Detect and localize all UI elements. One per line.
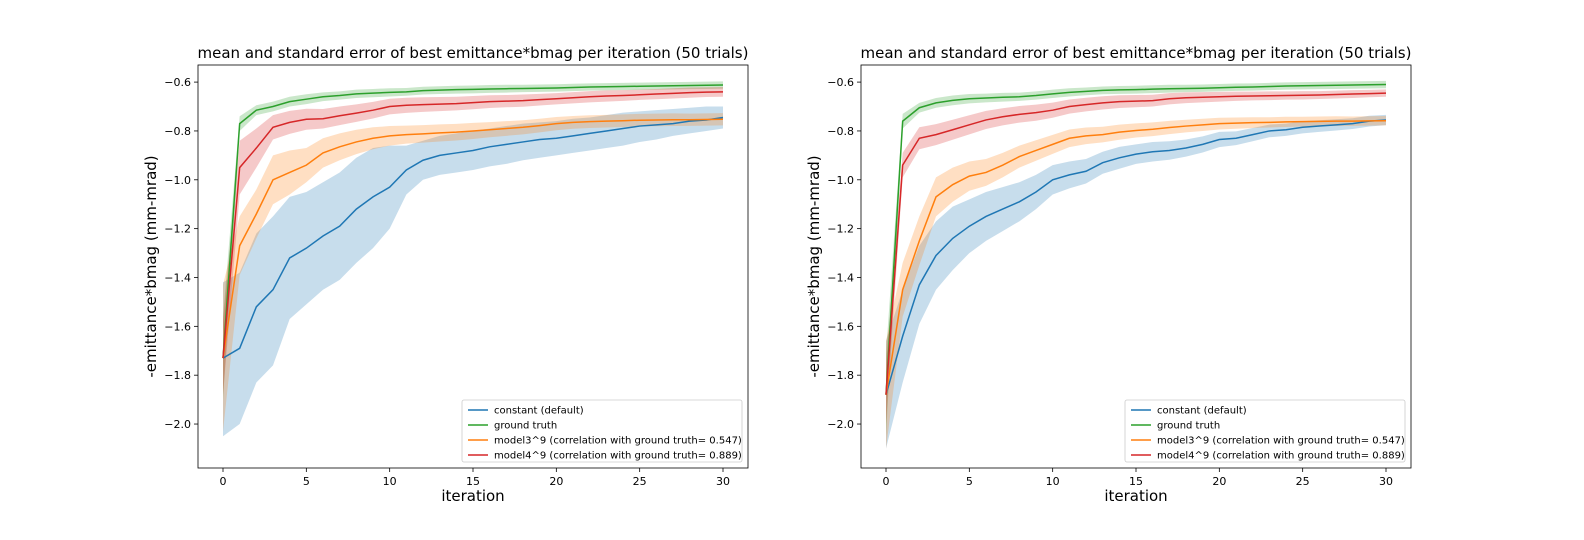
x-tick-label: 0 [883, 475, 890, 488]
chart-title: mean and standard error of best emittanc… [861, 44, 1412, 62]
y-tick-label: −1.0 [827, 174, 854, 187]
error-band-4 [223, 86, 723, 395]
x-tick-label: 5 [966, 475, 973, 488]
y-tick-label: −1.4 [164, 271, 191, 284]
y-tick-label: −0.8 [827, 125, 854, 138]
series-line-1 [885, 119, 1387, 395]
y-tick-label: −1.2 [827, 223, 854, 236]
legend-label-3: model3^9 (correlation with ground truth=… [1157, 436, 1405, 447]
x-tick-label: 5 [303, 475, 310, 488]
legend-label-1: constant (default) [494, 406, 584, 417]
y-tick-label: −1.6 [164, 320, 191, 333]
y-tick-label: −1.4 [827, 271, 854, 284]
legend-label-2: ground truth [494, 421, 557, 432]
y-tick-label: −1.0 [164, 174, 191, 187]
legend-box [1124, 399, 1406, 463]
y-tick-label: −1.6 [827, 320, 854, 333]
series-line-4 [885, 92, 1387, 395]
y-tick-label: −1.8 [164, 369, 191, 382]
error-band-1 [886, 114, 1386, 449]
plot-area [885, 80, 1387, 449]
y-axis-label: -emittance*bmag (mm-mrad) [805, 155, 823, 377]
legend: constant (default) ground truth model3^9 (… [461, 399, 743, 463]
y-tick-label: −0.6 [164, 76, 191, 89]
series-line-1 [222, 116, 724, 359]
x-axis-label: iteration [441, 487, 504, 505]
legend-label-3: model3^9 (correlation with ground truth=… [494, 436, 742, 447]
y-axis-label: -emittance*bmag (mm-mrad) [142, 155, 160, 377]
legend-label-4: model4^9 (correlation with ground truth=… [1157, 451, 1405, 462]
y-tick-label: −0.8 [164, 125, 191, 138]
x-tick-label: 10 [1046, 475, 1060, 488]
legend-label-4: model4^9 (correlation with ground truth=… [494, 451, 742, 462]
legend-label-2: ground truth [1157, 421, 1220, 432]
legend-label-1: constant (default) [1157, 406, 1247, 417]
y-tick-label: −2.0 [827, 418, 854, 431]
plot-area [222, 81, 724, 437]
x-tick-label: 20 [1212, 475, 1226, 488]
series-line-3 [885, 119, 1387, 395]
error-band-1 [223, 106, 723, 437]
y-tick-label: −0.6 [827, 76, 854, 89]
chart-panel-2: 0 5 10 15 20 25 30 −2.0 −1.8 −1.6 −1.4 −1.2 −1.0 −0.8… [805, 44, 1411, 505]
x-tick-label: 20 [549, 475, 563, 488]
series-line-2 [885, 83, 1387, 395]
y-tick-label: −1.2 [164, 223, 191, 236]
x-tick-label: 15 [466, 475, 480, 488]
y-tick-label: −1.8 [827, 369, 854, 382]
x-tick-label: 25 [633, 475, 647, 488]
series-line-4 [222, 91, 724, 359]
x-tick-label: 30 [716, 475, 730, 488]
x-tick-label: 0 [220, 475, 227, 488]
series-line-2 [222, 84, 724, 359]
x-tick-label: 10 [383, 475, 397, 488]
chart-title: mean and standard error of best emittanc… [198, 44, 749, 62]
legend: constant (default) ground truth model3^9 (… [1124, 399, 1406, 463]
legend-box [461, 399, 743, 463]
chart-panel-1: 0 5 10 15 20 25 30 −2.0 −1.8 −1.6 −1.4 −1.2 −1.0 −0.8… [142, 44, 748, 505]
y-tick-label: −2.0 [164, 418, 191, 431]
x-axis-label: iteration [1104, 487, 1167, 505]
chart-panels: 0 5 10 15 20 25 30 −2.0 −1.8 −1.6 −1.4 −1.2 −1.0 −0.8… [142, 44, 1411, 505]
x-tick-label: 15 [1129, 475, 1143, 488]
series-line-3 [222, 118, 724, 359]
x-tick-label: 25 [1296, 475, 1310, 488]
x-tick-label: 30 [1379, 475, 1393, 488]
